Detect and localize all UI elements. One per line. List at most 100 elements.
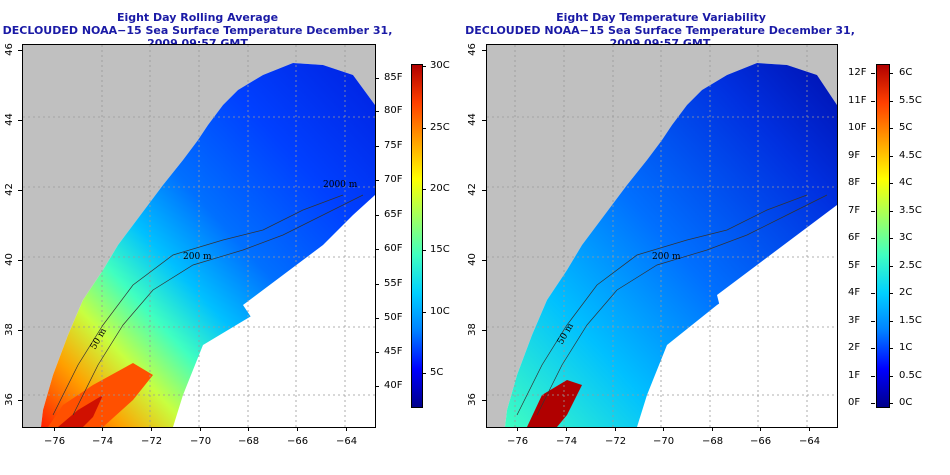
tick-mark	[18, 120, 22, 121]
y-tick-label: 40	[3, 253, 15, 266]
colorbar-f-label: 8F	[848, 177, 861, 188]
tick-mark	[889, 210, 893, 212]
right-map: 200 m 50 m	[486, 44, 838, 428]
tick-mark	[871, 238, 875, 239]
tick-mark	[871, 320, 875, 322]
tick-mark	[871, 73, 875, 74]
tick-mark	[889, 128, 893, 129]
tick-mark	[482, 120, 486, 121]
tick-mark	[871, 265, 875, 267]
tick-mark	[889, 375, 893, 377]
tick-mark	[297, 427, 298, 431]
tick-mark	[375, 78, 379, 79]
tick-mark	[375, 215, 379, 216]
x-tick-label: −76	[44, 436, 66, 447]
colorbar-c-label: 3C	[899, 232, 913, 243]
colorbar-c-label: 25C	[430, 122, 450, 133]
colorbar-f-label: 60F	[384, 243, 403, 254]
tick-mark	[889, 348, 893, 349]
colorbar-c-label: 6C	[899, 67, 913, 78]
tick-mark	[889, 100, 893, 102]
colorbar-c-label: 4C	[899, 177, 913, 188]
tick-mark	[482, 260, 486, 261]
colorbar-f-label: 3F	[848, 314, 861, 326]
tick-mark	[18, 330, 22, 331]
colorbar-c-label: 30C	[430, 60, 450, 71]
x-tick-label: −74	[92, 436, 114, 447]
tick-mark	[712, 427, 713, 431]
gulf-stream	[48, 363, 153, 427]
tick-mark	[375, 352, 379, 353]
tick-mark	[871, 128, 875, 129]
tick-mark	[889, 155, 893, 157]
tick-mark	[200, 427, 201, 431]
colorbar-f-label: 12F	[848, 67, 867, 78]
high-variability-patch	[527, 380, 582, 427]
tick-mark	[482, 400, 486, 401]
colorbar-c-label: 2.5C	[899, 259, 922, 271]
tick-mark	[889, 403, 893, 404]
tick-mark	[375, 318, 379, 319]
tick-mark	[889, 293, 893, 294]
tick-mark	[375, 249, 379, 250]
contour-label-1: 200 m	[183, 252, 212, 262]
x-tick-label: −76	[507, 436, 529, 447]
right-contours	[516, 194, 828, 416]
colorbar-f-label: 0F	[848, 397, 861, 408]
tick-mark	[422, 250, 426, 251]
colorbar-c-label: 0.5C	[899, 369, 922, 381]
tick-mark	[151, 427, 152, 431]
x-tick-label: −64	[336, 436, 358, 447]
tick-mark	[809, 427, 810, 431]
colorbar-c-label: 0C	[899, 397, 913, 408]
tick-mark	[871, 403, 875, 404]
x-tick-label: −68	[702, 436, 724, 447]
x-tick-label: −66	[287, 436, 309, 447]
colorbar-c-label: 5C	[430, 367, 444, 378]
tick-mark	[871, 155, 875, 157]
tick-mark	[422, 373, 426, 374]
right-grid	[487, 45, 837, 427]
colorbar-f-label: 85F	[384, 72, 403, 83]
y-tick-label: 46	[466, 43, 478, 56]
tick-mark	[482, 50, 486, 51]
tick-mark	[18, 260, 22, 261]
colorbar-f-label: 65F	[384, 209, 403, 220]
tick-mark	[517, 427, 518, 431]
tick-mark	[422, 189, 426, 190]
x-tick-label: −74	[556, 436, 578, 447]
x-tick-label: −66	[750, 436, 772, 447]
colorbar-f-label: 40F	[384, 380, 403, 391]
colorbar-f-label: 70F	[384, 174, 403, 185]
contour-label-2: 2000 m	[323, 180, 358, 190]
colorbar-c-label: 15C	[430, 244, 450, 255]
colorbar-c-label: 1C	[899, 342, 913, 353]
y-tick-label: 38	[466, 323, 478, 336]
colorbar-f-label: 7F	[848, 204, 861, 216]
tick-mark	[422, 128, 426, 129]
tick-mark	[482, 190, 486, 191]
colorbar-f-label: 11F	[848, 94, 867, 106]
tick-mark	[760, 427, 761, 431]
y-tick-label: 40	[466, 253, 478, 266]
left-colorbar	[411, 64, 423, 408]
right-contour-label-1: 200 m	[652, 252, 681, 262]
tick-mark	[18, 50, 22, 51]
colorbar-f-label: 9F	[848, 149, 861, 161]
colorbar-c-label: 2C	[899, 287, 913, 298]
colorbar-c-label: 5.5C	[899, 94, 922, 106]
tick-mark	[422, 66, 426, 67]
colorbar-f-label: 50F	[384, 312, 403, 323]
y-tick-label: 36	[3, 393, 15, 406]
x-tick-label: −68	[238, 436, 260, 447]
tick-mark	[375, 111, 379, 112]
colorbar-c-label: 20C	[430, 183, 450, 194]
colorbar-f-label: 2F	[848, 342, 861, 353]
land-area-right	[487, 45, 837, 427]
right-map-svg: 200 m 50 m	[487, 45, 837, 427]
tick-mark	[615, 427, 616, 431]
tick-mark	[889, 238, 893, 239]
colorbar-c-label: 5C	[899, 122, 913, 133]
y-tick-label: 44	[3, 113, 15, 126]
tick-mark	[889, 265, 893, 267]
